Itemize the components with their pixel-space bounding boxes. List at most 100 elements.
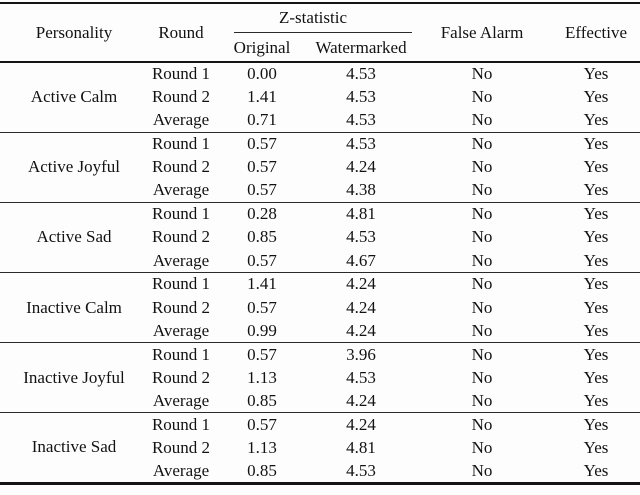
false-alarm-cell: No — [471, 157, 493, 177]
personality-cell: Active Joyful — [0, 132, 148, 203]
table-row: Inactive Sad Round 1 0.57 4.24 No Yes — [0, 412, 640, 484]
round-cell: Round 1 — [151, 344, 211, 364]
original-cell: 0.99 — [214, 319, 310, 344]
effective-cell: Yes — [583, 297, 609, 317]
effective-cell: Yes — [552, 319, 640, 344]
watermarked-cell: 4.24 — [346, 414, 376, 434]
header-false-alarm: False Alarm — [440, 22, 524, 42]
watermarked-cell: 4.53 — [346, 367, 376, 387]
original-cell: 0.57 — [247, 157, 277, 177]
table-body: Active Calm Round 1 0.00 4.53 No Yes Round 2 1.… — [0, 62, 640, 484]
table-row: Average 0.71 4.53 No Yes — [0, 108, 640, 133]
round-cell: Average — [148, 249, 214, 274]
false-alarm-cell: No — [471, 227, 493, 247]
header-watermarked: Watermarked — [315, 37, 407, 57]
round-cell: Round 2 — [151, 157, 211, 177]
header-round: Round — [158, 22, 204, 42]
personality-cell: Inactive Sad — [0, 412, 148, 484]
false-alarm-cell: No — [412, 178, 553, 203]
table-row: Average 0.85 4.24 No Yes — [0, 389, 640, 414]
false-alarm-cell: No — [471, 204, 493, 224]
table-row: Active Calm Round 1 0.00 4.53 No Yes — [0, 62, 640, 133]
false-alarm-cell: No — [471, 87, 493, 107]
watermarked-cell: 4.53 — [310, 108, 413, 133]
watermarked-cell: 4.53 — [346, 227, 376, 247]
effective-cell: Yes — [583, 157, 609, 177]
watermarked-cell: 4.24 — [310, 319, 413, 344]
watermarked-cell: 4.53 — [346, 87, 376, 107]
effective-cell: Yes — [583, 274, 609, 294]
original-cell: 0.85 — [247, 227, 277, 247]
round-cell: Average — [148, 178, 214, 203]
watermarked-cell: 4.81 — [346, 204, 376, 224]
watermarked-cell: 4.38 — [310, 178, 413, 203]
original-cell: 0.85 — [214, 459, 310, 484]
header-original: Original — [233, 37, 291, 57]
effective-cell: Yes — [583, 64, 609, 84]
round-cell: Average — [148, 459, 214, 484]
false-alarm-cell: No — [412, 249, 553, 274]
table-row: Average 0.85 4.53 No Yes — [0, 459, 640, 484]
false-alarm-cell: No — [471, 274, 493, 294]
effective-cell: Yes — [552, 178, 640, 203]
watermarked-cell: 3.96 — [346, 344, 376, 364]
round-cell: Round 2 — [151, 437, 211, 457]
original-cell: 1.41 — [247, 274, 277, 294]
table-row: Round 2 0.57 4.24 No Yes — [0, 156, 640, 179]
effective-cell: Yes — [583, 344, 609, 364]
watermarked-cell: 4.53 — [346, 134, 376, 154]
false-alarm-cell: No — [471, 414, 493, 434]
false-alarm-cell: No — [471, 344, 493, 364]
original-cell: 0.85 — [214, 389, 310, 414]
table-row: Average 0.57 4.38 No Yes — [0, 178, 640, 203]
original-cell: 0.00 — [247, 64, 277, 84]
original-cell: 0.57 — [247, 134, 277, 154]
false-alarm-cell: No — [412, 389, 553, 414]
personality-cell: Active Calm — [0, 62, 148, 133]
personality-cell: Inactive Calm — [0, 272, 148, 344]
effective-cell: Yes — [583, 227, 609, 247]
round-cell: Round 2 — [151, 367, 211, 387]
original-cell: 0.57 — [214, 178, 310, 203]
results-table: Personality Round Z-statistic False Alar… — [0, 2, 640, 485]
effective-cell: Yes — [552, 459, 640, 484]
effective-cell: Yes — [583, 87, 609, 107]
watermarked-cell: 4.24 — [346, 297, 376, 317]
round-cell: Average — [148, 389, 214, 414]
effective-cell: Yes — [552, 389, 640, 414]
table-row: Round 2 1.41 4.53 No Yes — [0, 85, 640, 108]
table-row: Active Sad Round 1 0.28 4.81 No Yes — [0, 202, 640, 274]
false-alarm-cell: No — [471, 297, 493, 317]
effective-cell: Yes — [583, 367, 609, 387]
original-cell: 0.57 — [247, 344, 277, 364]
round-cell: Average — [148, 108, 214, 133]
table-row: Round 2 0.57 4.24 No Yes — [0, 296, 640, 319]
table-row: Inactive Joyful Round 1 0.57 3.96 No Yes — [0, 342, 640, 414]
effective-cell: Yes — [583, 204, 609, 224]
table-row: Round 2 0.85 4.53 No Yes — [0, 226, 640, 249]
header-z-statistic: Z-statistic — [214, 3, 413, 34]
round-cell: Round 1 — [151, 414, 211, 434]
table-row: Round 2 1.13 4.53 No Yes — [0, 366, 640, 389]
table-header: Personality Round Z-statistic False Alar… — [0, 3, 640, 62]
false-alarm-cell: No — [471, 64, 493, 84]
effective-cell: Yes — [583, 134, 609, 154]
original-cell: 0.57 — [214, 249, 310, 274]
table-row: Average 0.99 4.24 No Yes — [0, 319, 640, 344]
original-cell: 0.57 — [247, 414, 277, 434]
round-cell: Round 1 — [151, 134, 211, 154]
original-cell: 0.57 — [247, 297, 277, 317]
effective-cell: Yes — [552, 249, 640, 274]
header-row-sub: Original Watermarked — [0, 34, 640, 62]
table-row: Average 0.57 4.67 No Yes — [0, 249, 640, 274]
watermarked-cell: 4.53 — [310, 459, 413, 484]
personality-cell: Inactive Joyful — [0, 342, 148, 414]
original-cell: 1.13 — [247, 367, 277, 387]
watermarked-cell: 4.67 — [310, 249, 413, 274]
table-row: Active Joyful Round 1 0.57 4.53 No Yes — [0, 132, 640, 203]
false-alarm-cell: No — [471, 367, 493, 387]
false-alarm-cell: No — [412, 459, 553, 484]
effective-cell: Yes — [583, 437, 609, 457]
header-row-top: Personality Round Z-statistic False Alar… — [0, 3, 640, 42]
original-cell: 0.71 — [214, 108, 310, 133]
